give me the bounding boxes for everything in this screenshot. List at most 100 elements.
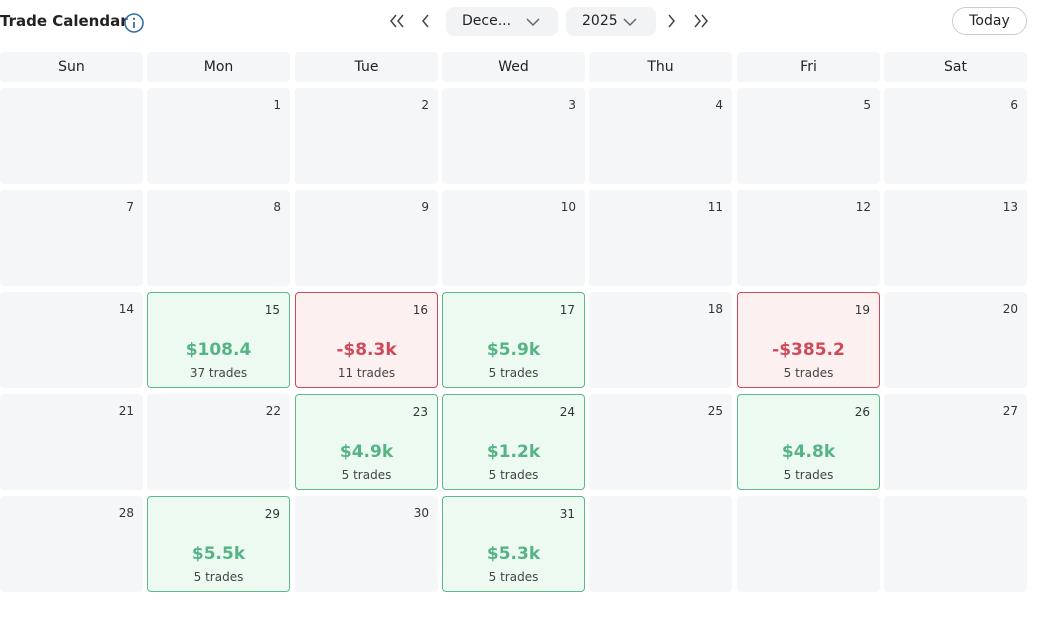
day-number: 9 [421, 200, 429, 214]
day-number: 29 [264, 507, 280, 521]
day-cell: 30 [295, 496, 438, 592]
chevron [526, 18, 540, 27]
prev-month-button[interactable] [418, 12, 432, 30]
day-cell: 2 [295, 88, 438, 184]
day-cell: 11 [589, 190, 732, 286]
pnl-amount: $4.9k [339, 442, 394, 462]
day-cell: 10 [442, 190, 585, 286]
empty-cell [0, 88, 143, 184]
day-cell: 12 [737, 190, 880, 286]
day-cell: 20 [884, 292, 1027, 388]
day-cell: 27 [884, 394, 1027, 490]
day-number: 22 [265, 404, 281, 418]
day-cell: 25 [589, 394, 732, 490]
day-cell: 17 $5.9k 5 trades [442, 292, 585, 388]
day-number: 1 [273, 98, 281, 112]
day-cell: 29 $5.5k 5 trades [147, 496, 290, 592]
year-value: 2025 [582, 13, 618, 29]
day-number: 30 [413, 506, 429, 520]
pnl-amount: -$8.3k [336, 340, 397, 360]
day-number: 16 [412, 303, 428, 317]
day-number: 13 [1002, 200, 1018, 214]
day-cell: 5 [737, 88, 880, 184]
day-number: 14 [118, 302, 134, 316]
pnl-amount: $5.5k [191, 544, 246, 564]
weekday-header: Tue [295, 52, 438, 82]
trade-count: 5 trades [488, 570, 539, 584]
chevron [623, 18, 637, 27]
pnl-amount: -$385.2 [772, 340, 845, 360]
month-dropdown[interactable]: Dece... [446, 7, 558, 36]
weekday-header: Fri [737, 52, 880, 82]
day-number: 18 [707, 302, 723, 316]
day-cell: 13 [884, 190, 1027, 286]
empty-cell [884, 496, 1027, 592]
trade-count: 5 trades [783, 366, 834, 380]
day-cell: 14 [0, 292, 143, 388]
day-number: 28 [118, 506, 134, 520]
day-cell: 7 [0, 190, 143, 286]
day-number: 12 [855, 200, 871, 214]
day-cell: 24 $1.2k 5 trades [442, 394, 585, 490]
day-number: 10 [560, 200, 576, 214]
trade-count: 37 trades [189, 366, 248, 380]
pnl-amount: $108.4 [185, 340, 252, 360]
day-number: 31 [559, 507, 575, 521]
trade-count: 5 trades [341, 468, 392, 482]
day-number: 26 [854, 405, 870, 419]
day-number: 2 [421, 98, 429, 112]
pnl-amount: $5.9k [486, 340, 541, 360]
year-dropdown[interactable]: 2025 [566, 7, 656, 36]
day-cell: 28 [0, 496, 143, 592]
next-month-button[interactable] [665, 12, 679, 30]
trade-count: 5 trades [783, 468, 834, 482]
day-cell: 22 [147, 394, 290, 490]
day-cell: 4 [589, 88, 732, 184]
weekday-header: Thu [589, 52, 732, 82]
month-value: Dece... [462, 13, 512, 29]
info-icon[interactable] [123, 12, 145, 34]
day-cell: 6 [884, 88, 1027, 184]
day-cell: 3 [442, 88, 585, 184]
day-number: 5 [863, 98, 871, 112]
day-cell: 18 [589, 292, 732, 388]
day-number: 19 [854, 303, 870, 317]
trade-count: 5 trades [488, 468, 539, 482]
pnl-amount: $1.2k [486, 442, 541, 462]
pnl-amount: $4.8k [781, 442, 836, 462]
day-number: 23 [412, 405, 428, 419]
trade-count: 5 trades [193, 570, 244, 584]
day-cell: 19 -$385.2 5 trades [737, 292, 880, 388]
title: Trade Calendar [0, 12, 128, 30]
day-number: 17 [559, 303, 575, 317]
weekday-header: Sat [884, 52, 1027, 82]
day-number: 7 [126, 200, 134, 214]
day-cell: 21 [0, 394, 143, 490]
day-number: 21 [118, 404, 134, 418]
weekday-header: Wed [442, 52, 585, 82]
day-number: 4 [715, 98, 723, 112]
day-number: 24 [559, 405, 575, 419]
next-year-button[interactable] [692, 12, 710, 30]
day-cell: 8 [147, 190, 290, 286]
day-number: 3 [568, 98, 576, 112]
day-cell: 31 $5.3k 5 trades [442, 496, 585, 592]
trade-count: 11 trades [337, 366, 396, 380]
prev-year-button[interactable] [388, 12, 406, 30]
weekday-header: Mon [147, 52, 290, 82]
day-cell: 23 $4.9k 5 trades [295, 394, 438, 490]
empty-cell [589, 496, 732, 592]
day-number: 11 [707, 200, 723, 214]
weekday-header: Sun [0, 52, 143, 82]
empty-cell [737, 496, 880, 592]
day-cell: 1 [147, 88, 290, 184]
day-number: 20 [1002, 302, 1018, 316]
day-number: 15 [264, 303, 280, 317]
day-number: 6 [1010, 98, 1018, 112]
today-button[interactable]: Today [952, 7, 1027, 35]
day-cell: 15 $108.4 37 trades [147, 292, 290, 388]
day-number: 27 [1002, 404, 1018, 418]
day-cell: 16 -$8.3k 11 trades [295, 292, 438, 388]
day-cell: 26 $4.8k 5 trades [737, 394, 880, 490]
day-cell: 9 [295, 190, 438, 286]
